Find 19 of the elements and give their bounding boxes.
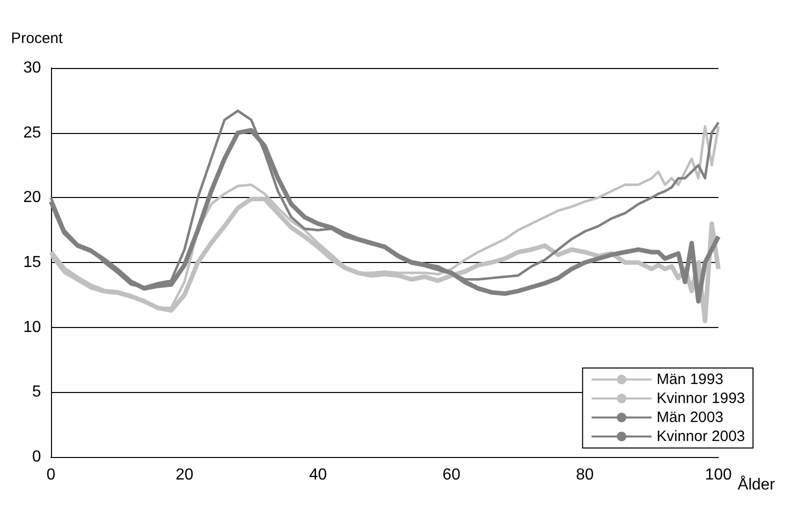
legend-label: Kvinnor 2003 (656, 428, 746, 445)
x-tick-label: 20 (176, 466, 194, 484)
y-tick-label: 10 (23, 318, 42, 336)
x-tick-label: 100 (705, 466, 732, 484)
y-tick-label: 30 (23, 60, 42, 76)
y-axis-title: Procent (11, 30, 64, 47)
x-tick-label: 80 (576, 466, 594, 484)
y-tick-label: 15 (23, 254, 42, 271)
y-tick-label: 25 (23, 124, 42, 142)
x-axis-title: Ålder (738, 476, 776, 494)
x-tick-label: 0 (46, 466, 56, 484)
y-tick-label: 0 (32, 448, 42, 466)
x-tick-label: 60 (442, 466, 460, 484)
legend-label: Män 1993 (656, 371, 724, 388)
x-tick-label: 40 (309, 466, 327, 484)
y-tick-label: 20 (23, 189, 42, 206)
legend-label: Män 2003 (656, 409, 724, 426)
y-tick-label: 5 (32, 384, 42, 401)
legend-label: Kvinnor 1993 (656, 390, 746, 407)
